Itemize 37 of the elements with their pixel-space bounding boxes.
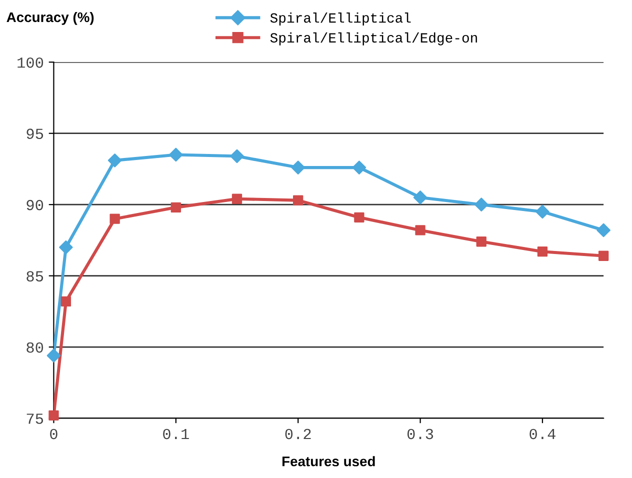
x-tick-label: 0 xyxy=(50,428,58,440)
point xyxy=(59,240,73,254)
legend-label: Spiral/Elliptical xyxy=(270,12,411,26)
point xyxy=(46,348,61,362)
y-axis-title: Accuracy (%) xyxy=(6,12,94,25)
x-tick-label: 0.2 xyxy=(285,428,311,440)
legend-label: Spiral/Elliptical/Edge-on xyxy=(270,32,477,46)
point xyxy=(474,198,488,212)
y-tick-label: 75 xyxy=(26,414,44,424)
point xyxy=(170,202,181,213)
point xyxy=(108,154,122,168)
x-tick-label: 0.3 xyxy=(407,428,434,440)
y-tick-label: 85 xyxy=(26,271,44,282)
point xyxy=(415,225,426,236)
x-tick-label: 0.1 xyxy=(163,428,189,440)
y-tick-label: 80 xyxy=(26,342,44,353)
x-tick-label: 0.4 xyxy=(530,428,556,440)
point xyxy=(230,149,244,164)
x-axis-title: Features used xyxy=(282,456,375,466)
point xyxy=(598,250,609,261)
point xyxy=(169,148,183,162)
point xyxy=(476,236,486,247)
point xyxy=(596,223,610,238)
point xyxy=(48,410,59,420)
point xyxy=(232,194,242,204)
point xyxy=(60,296,72,307)
point xyxy=(110,214,120,224)
y-tick-label: 95 xyxy=(26,128,44,140)
point xyxy=(413,190,428,204)
point xyxy=(536,204,550,219)
y-tick-label: 100 xyxy=(18,57,44,68)
point xyxy=(291,160,305,174)
point xyxy=(352,160,366,174)
point xyxy=(537,246,548,257)
y-tick-label: 90 xyxy=(26,200,44,210)
point xyxy=(354,212,364,222)
point xyxy=(293,195,304,206)
